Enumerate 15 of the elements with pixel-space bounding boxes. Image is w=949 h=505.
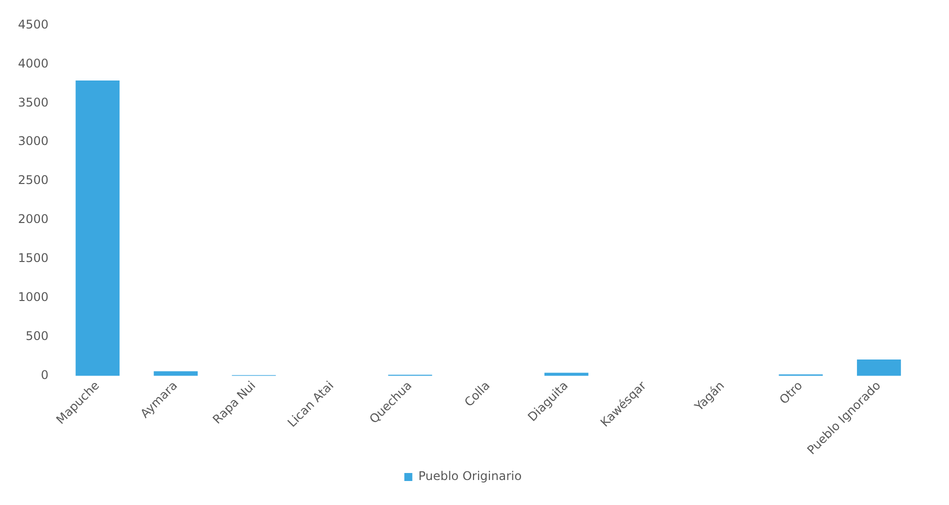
y-tick-label: 1000: [18, 290, 49, 304]
y-tick-label: 1500: [18, 251, 49, 266]
x-tick-label: Otro: [776, 378, 806, 407]
y-tick-label: 500: [26, 329, 49, 344]
y-tick-label: 4000: [18, 56, 49, 70]
bar: [154, 371, 198, 376]
y-tick-label: 3000: [18, 134, 49, 148]
y-tick-label: 2500: [18, 173, 49, 188]
y-tick-label: 4500: [18, 17, 49, 32]
y-tick-label: 2000: [18, 212, 49, 226]
y-tick-label: 0: [40, 368, 49, 382]
bar: [856, 360, 901, 376]
bar: [76, 80, 120, 376]
y-tick-label: 3500: [18, 95, 49, 110]
legend-label: Pueblo Originario: [418, 469, 522, 484]
